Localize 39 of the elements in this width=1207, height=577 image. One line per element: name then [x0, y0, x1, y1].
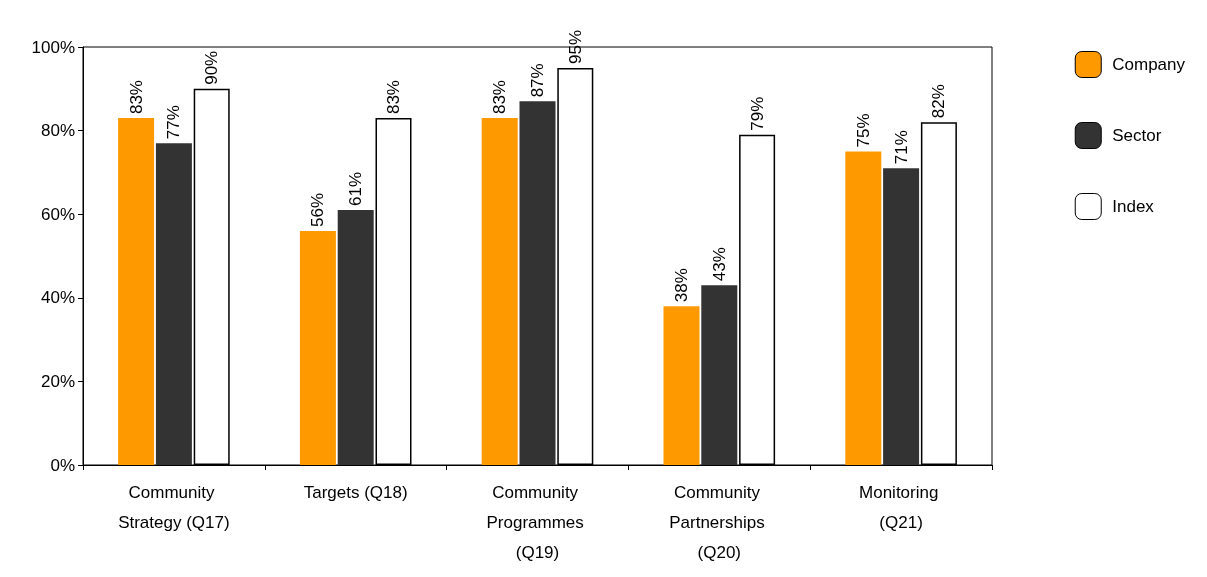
y-tick-label: 80%: [40, 121, 75, 141]
data-label: 79%: [747, 96, 767, 131]
data-label: 43%: [709, 247, 729, 282]
bar: [663, 306, 700, 465]
x-tick-label: Monitoring (Q21): [859, 482, 944, 532]
data-label: 71%: [891, 130, 911, 165]
y-tick-label: 40%: [40, 288, 75, 308]
x-tick-label: Community Programmes (Q19): [486, 482, 589, 562]
bar: [845, 151, 882, 465]
data-label: 56%: [308, 192, 328, 227]
data-label: 75%: [853, 113, 873, 148]
y-tick-label: 60%: [40, 204, 75, 224]
data-label: 38%: [672, 268, 691, 303]
y-tick-label: 100%: [31, 37, 75, 57]
legend-label: Sector: [1112, 126, 1162, 145]
y-tick-label: 0%: [50, 455, 75, 475]
bar: [337, 210, 374, 465]
data-label: 87%: [528, 63, 547, 98]
bar: [701, 285, 738, 465]
data-label: 83%: [126, 80, 146, 115]
bar: [299, 230, 336, 465]
bar: [118, 118, 155, 465]
data-label: 77%: [164, 105, 184, 140]
legend-label: Index: [1112, 197, 1155, 216]
x-tick-label: Community Partnerships (Q20): [669, 482, 770, 562]
data-label: 90%: [202, 50, 222, 85]
x-tick-label: Targets (Q18): [303, 482, 408, 502]
x-tick-label: Community Strategy (Q17): [118, 482, 230, 532]
bar: [481, 118, 518, 465]
data-label: 61%: [346, 171, 366, 207]
data-label: 82%: [929, 84, 949, 119]
data-label: 95%: [565, 29, 585, 64]
bar: [519, 101, 556, 465]
data-label: 83%: [490, 80, 510, 115]
legend-label: Company: [1112, 55, 1186, 74]
y-tick-label: 20%: [40, 371, 75, 391]
bar: [883, 168, 920, 465]
data-label: 83%: [384, 80, 403, 115]
bar: [155, 143, 192, 465]
